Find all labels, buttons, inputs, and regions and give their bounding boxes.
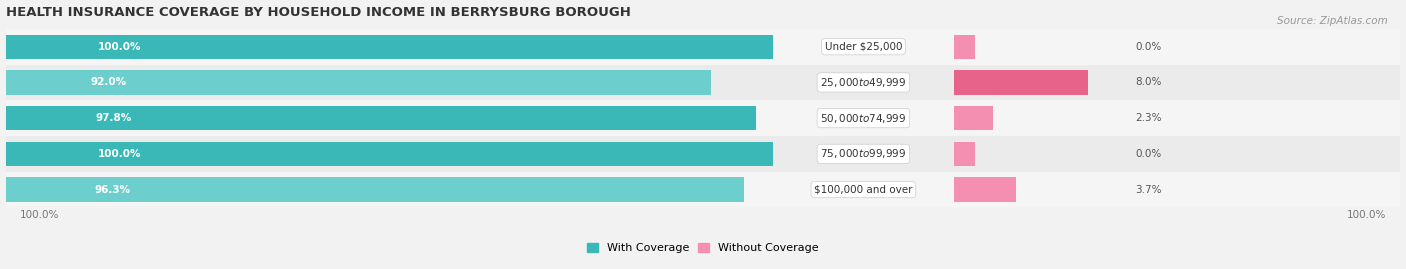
Bar — [955, 142, 974, 166]
Text: 100.0%: 100.0% — [97, 42, 141, 52]
Bar — [6, 100, 1400, 136]
Text: 100.0%: 100.0% — [20, 210, 59, 220]
Text: $25,000 to $49,999: $25,000 to $49,999 — [820, 76, 907, 89]
Text: 97.8%: 97.8% — [96, 113, 132, 123]
Text: Under $25,000: Under $25,000 — [825, 42, 903, 52]
Bar — [6, 106, 756, 130]
Text: 0.0%: 0.0% — [1136, 42, 1161, 52]
Bar — [955, 34, 974, 59]
Legend: With Coverage, Without Coverage: With Coverage, Without Coverage — [582, 238, 824, 257]
Bar — [6, 178, 744, 202]
Text: 100.0%: 100.0% — [97, 149, 141, 159]
Bar — [6, 29, 1400, 65]
Bar — [955, 178, 1017, 202]
Bar — [6, 65, 1400, 100]
Text: 3.7%: 3.7% — [1136, 185, 1161, 194]
Bar — [6, 70, 711, 95]
Text: 2.3%: 2.3% — [1136, 113, 1161, 123]
Text: Source: ZipAtlas.com: Source: ZipAtlas.com — [1277, 16, 1388, 26]
Text: 96.3%: 96.3% — [94, 185, 131, 194]
Text: $100,000 and over: $100,000 and over — [814, 185, 912, 194]
Bar — [6, 172, 1400, 207]
Bar — [955, 70, 1088, 95]
Bar — [6, 34, 773, 59]
Bar — [6, 136, 1400, 172]
Bar — [955, 106, 993, 130]
Text: HEALTH INSURANCE COVERAGE BY HOUSEHOLD INCOME IN BERRYSBURG BOROUGH: HEALTH INSURANCE COVERAGE BY HOUSEHOLD I… — [6, 6, 630, 19]
Text: 100.0%: 100.0% — [1347, 210, 1386, 220]
Text: 0.0%: 0.0% — [1136, 149, 1161, 159]
Text: $75,000 to $99,999: $75,000 to $99,999 — [820, 147, 907, 160]
Text: 92.0%: 92.0% — [90, 77, 127, 87]
Text: $50,000 to $74,999: $50,000 to $74,999 — [820, 112, 907, 125]
Bar — [6, 142, 773, 166]
Text: 8.0%: 8.0% — [1136, 77, 1161, 87]
